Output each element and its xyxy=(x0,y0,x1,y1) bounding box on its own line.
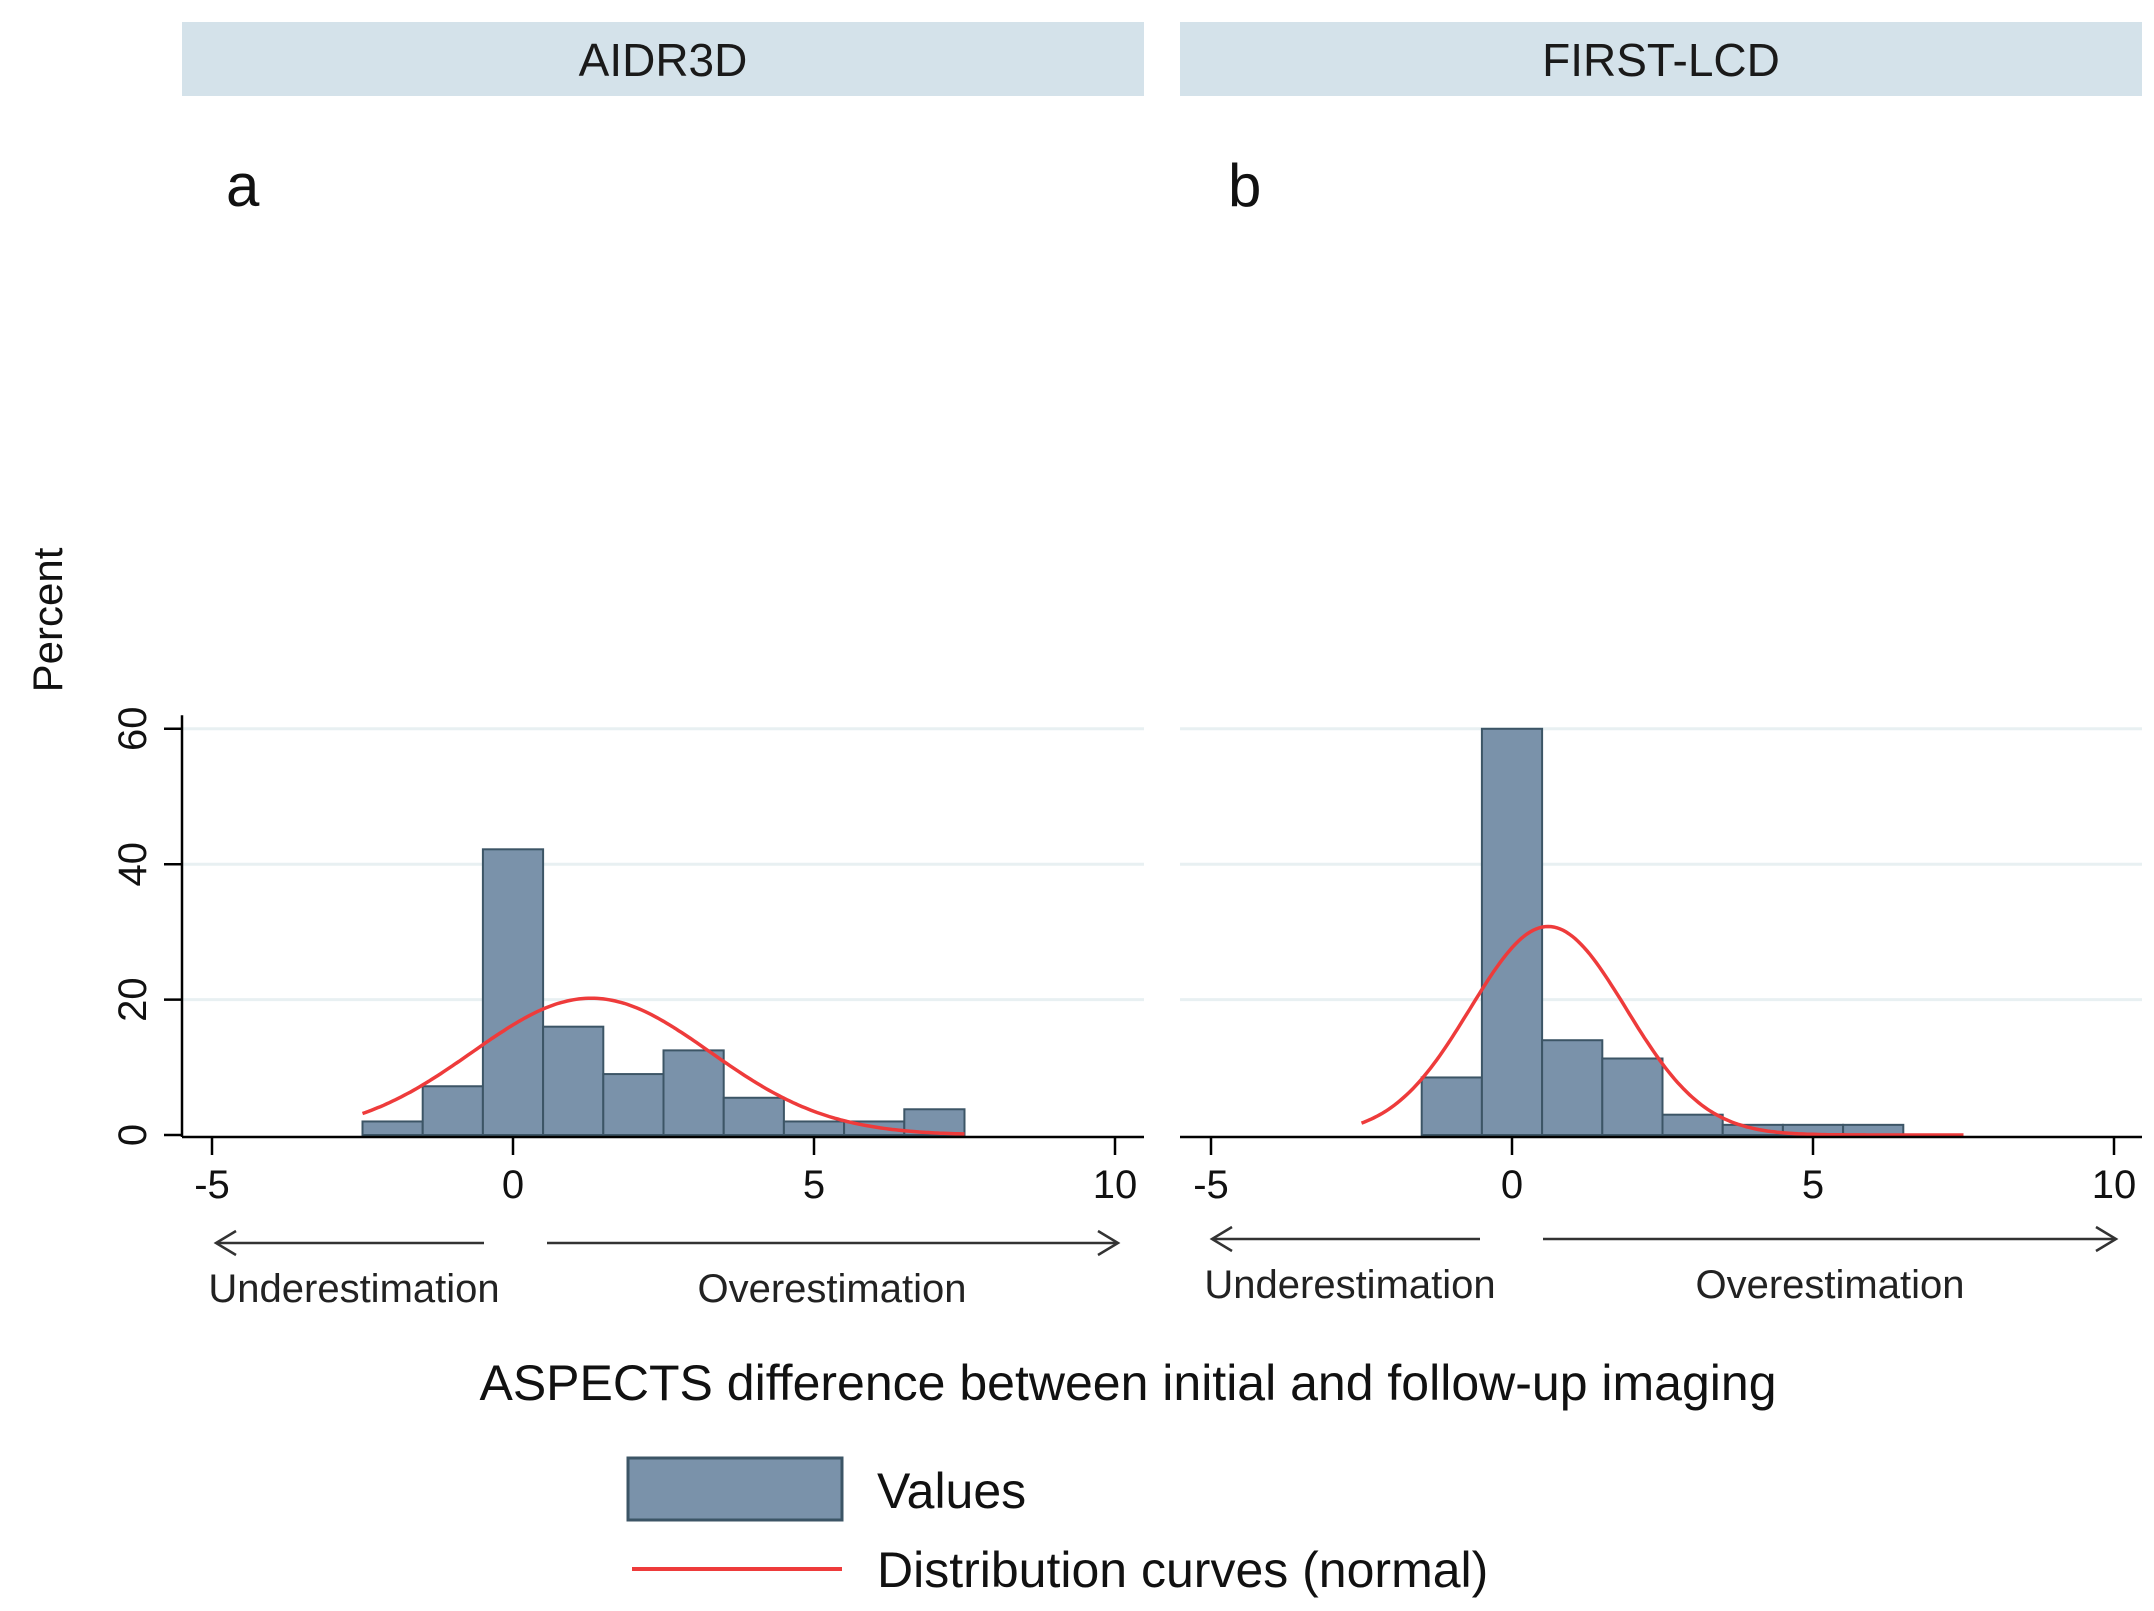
legend-curve-label: Distribution curves (normal) xyxy=(877,1542,1488,1598)
panel-letter-a: a xyxy=(226,152,260,219)
underestimation-label-b: Underestimation xyxy=(1204,1263,1495,1307)
y-axis-title: Percent xyxy=(24,547,71,692)
overestimation-arrowhead-b xyxy=(2095,1225,2119,1253)
x-tick-label-first-lcd-2: 5 xyxy=(1802,1163,1824,1207)
bar-aidr3d-0 xyxy=(361,1120,424,1136)
x-tick-label-first-lcd-3: 10 xyxy=(2092,1163,2137,1207)
overestimation-label-b: Overestimation xyxy=(1696,1263,1965,1307)
panel-title-aidr3d: AIDR3D xyxy=(579,34,748,86)
panel-letter-b: b xyxy=(1228,152,1261,219)
bar-first-lcd-2 xyxy=(1541,1039,1604,1136)
bar-aidr3d-1 xyxy=(421,1085,484,1136)
x-tick-label-aidr3d-1: 0 xyxy=(502,1163,524,1207)
panel-aidr3d: AIDR3D -5 0 5 10 0 20 40 60 a xyxy=(111,22,1144,1207)
panel-strip-first-lcd xyxy=(1180,22,2142,96)
bar-aidr3d-6 xyxy=(722,1096,785,1137)
direction-arrows-b: Underestimation Overestimation xyxy=(1204,1225,2119,1307)
bar-aidr3d-2 xyxy=(481,848,545,1137)
bar-aidr3d-3 xyxy=(542,1025,605,1137)
normal-curve-first-lcd xyxy=(1360,924,1964,1137)
bar-aidr3d-4 xyxy=(602,1073,665,1136)
bar-aidr3d-5 xyxy=(662,1049,725,1136)
y-tick-label-aidr3d-2: 40 xyxy=(111,842,155,887)
x-tick-label-first-lcd-1: 0 xyxy=(1501,1163,1523,1207)
panel-first-lcd: FIRST-LCD -5 0 5 10 b xyxy=(1180,22,2142,1207)
x-tick-label-aidr3d-0: -5 xyxy=(194,1163,230,1207)
bar-first-lcd-3 xyxy=(1601,1057,1664,1137)
panel-title-first-lcd: FIRST-LCD xyxy=(1542,34,1780,86)
legend-values-swatch xyxy=(626,1456,844,1522)
y-tick-label-aidr3d-0: 0 xyxy=(111,1124,155,1146)
y-tick-label-aidr3d-1: 20 xyxy=(111,977,155,1022)
normal-curve-aidr3d xyxy=(361,996,965,1136)
x-tick-label-aidr3d-3: 10 xyxy=(1093,1163,1138,1207)
overestimation-arrowhead-a xyxy=(1097,1229,1121,1257)
legend-values-label: Values xyxy=(877,1463,1026,1519)
x-tick-label-first-lcd-0: -5 xyxy=(1193,1163,1229,1207)
y-tick-label-aidr3d-3: 60 xyxy=(111,707,155,752)
x-axis-title: ASPECTS difference between initial and f… xyxy=(479,1355,1776,1411)
overestimation-label-a: Overestimation xyxy=(698,1267,967,1311)
bar-aidr3d-7 xyxy=(782,1120,846,1136)
underestimation-arrowhead-b xyxy=(1209,1225,1233,1253)
bar-first-lcd-4 xyxy=(1661,1113,1724,1136)
underestimation-arrowhead-a xyxy=(213,1229,237,1257)
legend: Values Distribution curves (normal) xyxy=(626,1456,1488,1598)
direction-arrows-a: Underestimation Overestimation xyxy=(208,1229,1121,1311)
panel-strip-aidr3d xyxy=(182,22,1144,96)
underestimation-label-a: Underestimation xyxy=(208,1267,499,1311)
x-tick-label-aidr3d-2: 5 xyxy=(803,1163,825,1207)
bar-first-lcd-0 xyxy=(1420,1076,1483,1136)
